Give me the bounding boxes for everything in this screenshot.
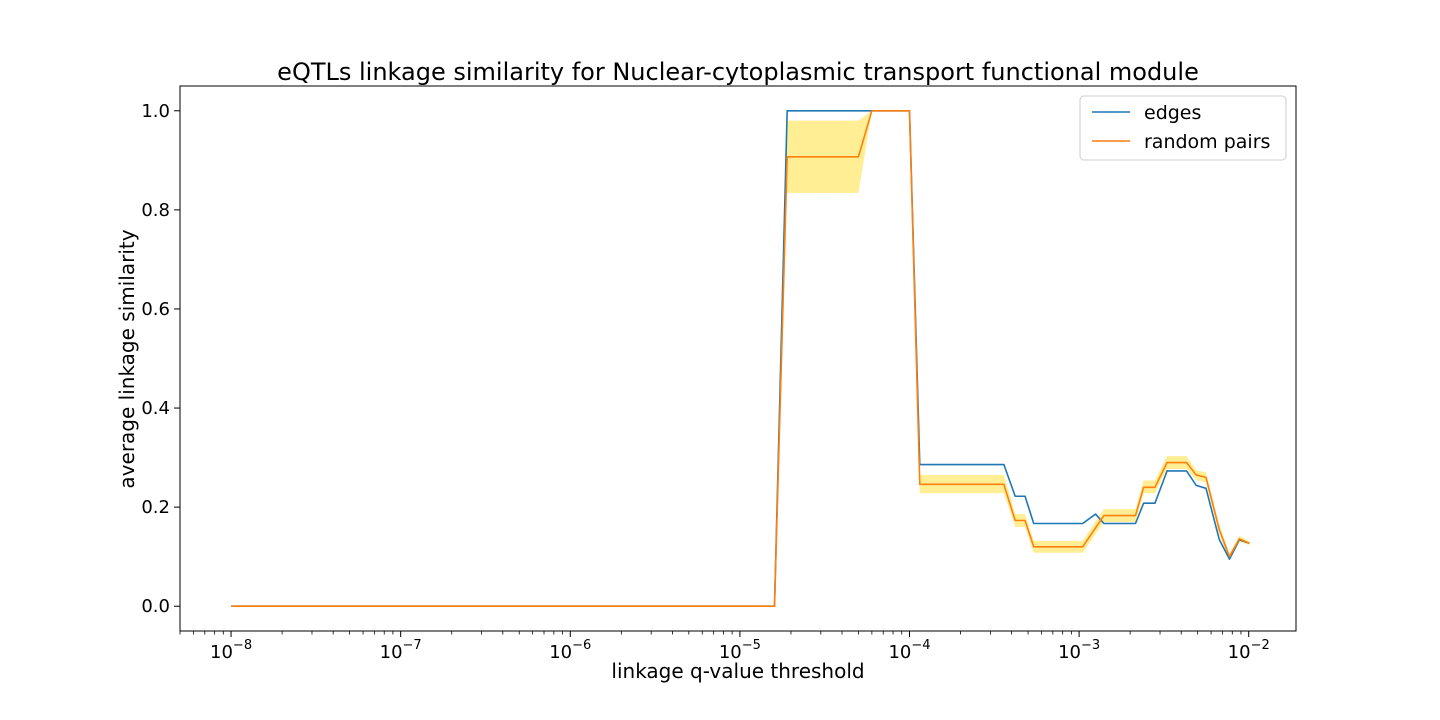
legend-label-random-pairs: random pairs [1144,131,1270,153]
plot-frame [179,85,1297,632]
series-line-random-pairs [231,109,1250,608]
y-tick-label: 0.4 [141,398,170,419]
legend-label-edges: edges [1144,102,1201,124]
y-tick-label: 0.0 [141,596,170,617]
x-tick-label: 10−2 [1228,638,1270,663]
y-tick-label: 0.8 [141,200,170,221]
series-lines [231,109,1250,608]
x-axis-label: linkage q-value threshold [611,659,864,683]
chart-title: eQTLs linkage similarity for Nuclear-cyt… [277,58,1199,86]
confidence-band-random-pairs [231,110,1250,607]
y-tick-label: 0.6 [141,299,170,320]
legend: edges random pairs [1079,95,1287,161]
x-tick-label: 10−5 [719,638,761,663]
legend-box [1079,95,1287,161]
x-tick-label: 10−7 [380,638,422,663]
y-axis-ticks: 0.0 0.2 0.4 0.6 0.8 1.0 [141,101,180,617]
confidence-bands [231,110,1250,607]
y-axis-label: average linkage similarity [115,229,139,488]
x-tick-label: 10−8 [210,638,252,663]
y-tick-label: 1.0 [141,101,170,122]
x-axis-ticks: 10−8 10−7 10−6 10−5 10−4 10−3 10−2 [179,631,1270,663]
y-tick-label: 0.2 [141,497,170,518]
x-tick-label: 10−3 [1058,638,1100,663]
x-tick-label: 10−4 [888,638,930,663]
x-tick-label: 10−6 [549,638,591,663]
